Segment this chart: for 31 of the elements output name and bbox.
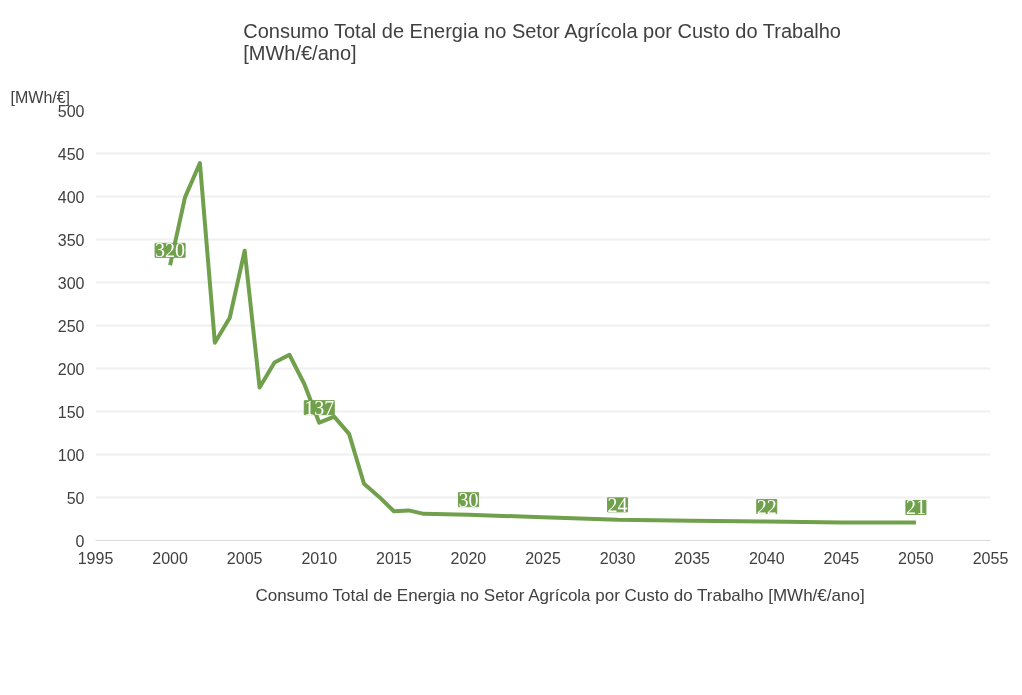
- x-tick-label: 2045: [823, 549, 860, 567]
- x-tick-label: 2000: [152, 549, 188, 567]
- y-tick-label: 300: [57, 274, 85, 292]
- y-tick-label: 150: [57, 403, 85, 421]
- data-label: 22: [756, 495, 777, 518]
- y-tick-label: 400: [57, 188, 85, 206]
- x-tick-label: 2050: [898, 549, 934, 567]
- x-tick-label: 2040: [748, 549, 785, 567]
- data-label: 24: [607, 493, 628, 516]
- text: Consumo Total de Energia no Setor Agrícola por Custo do Trabalho [MWh/€/ano]: [255, 586, 865, 606]
- y-tick-label: 350: [57, 231, 85, 249]
- x-tick-label: 2020: [450, 549, 487, 567]
- data-label: 320: [155, 239, 186, 262]
- x-tick-label: 2015: [376, 549, 412, 567]
- y-tick-label: 0: [75, 532, 85, 550]
- y-tick-label: 50: [66, 489, 85, 507]
- y-tick-label: 200: [57, 360, 85, 378]
- x-tick-label: 2030: [599, 549, 636, 567]
- x-tick-label: 2005: [226, 549, 263, 567]
- data-label: 21: [905, 496, 926, 519]
- data-label: 137: [304, 396, 335, 419]
- y-tick-label: 250: [57, 317, 85, 335]
- y-tick-label: 100: [57, 446, 85, 464]
- x-tick-label: 2055: [972, 549, 1009, 567]
- y-tick-label: 450: [57, 145, 85, 163]
- chart-title: Consumo Total de Energia no Setor Agrícola por Custo do Trabalho [MWh/€/ano]: [243, 20, 841, 64]
- x-tick-label: 2025: [525, 549, 561, 567]
- x-tick-label: 2035: [674, 549, 711, 567]
- x-tick-label: 1995: [77, 549, 114, 567]
- data-label: 30: [458, 488, 479, 511]
- x-tick-label: 2010: [301, 549, 338, 567]
